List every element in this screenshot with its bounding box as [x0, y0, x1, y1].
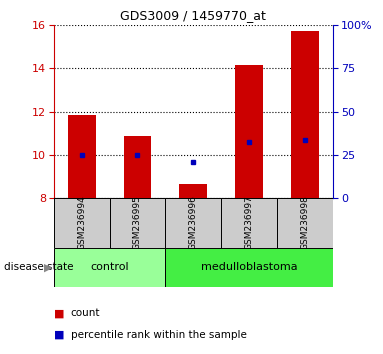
Text: ■: ■: [54, 308, 64, 318]
Text: GSM236995: GSM236995: [133, 195, 142, 251]
Bar: [110, 198, 165, 248]
Text: count: count: [71, 308, 100, 318]
Bar: [179, 184, 208, 198]
Bar: [277, 198, 333, 248]
Bar: [235, 65, 264, 198]
Bar: [291, 31, 319, 198]
Bar: [54, 248, 165, 287]
Text: ■: ■: [54, 330, 64, 339]
Text: percentile rank within the sample: percentile rank within the sample: [71, 330, 247, 339]
Text: GSM236997: GSM236997: [245, 195, 254, 251]
Bar: [124, 136, 152, 198]
Text: GSM236998: GSM236998: [301, 195, 310, 251]
Text: GSM236996: GSM236996: [189, 195, 198, 251]
Bar: [221, 198, 277, 248]
Text: GSM236994: GSM236994: [77, 196, 86, 250]
Bar: [165, 198, 221, 248]
Title: GDS3009 / 1459770_at: GDS3009 / 1459770_at: [121, 9, 266, 22]
Text: disease state: disease state: [4, 262, 73, 272]
Bar: [54, 198, 110, 248]
Bar: [68, 115, 96, 198]
Text: ▶: ▶: [44, 262, 52, 272]
Text: control: control: [90, 262, 129, 272]
Text: medulloblastoma: medulloblastoma: [201, 262, 298, 272]
Bar: [165, 248, 333, 287]
